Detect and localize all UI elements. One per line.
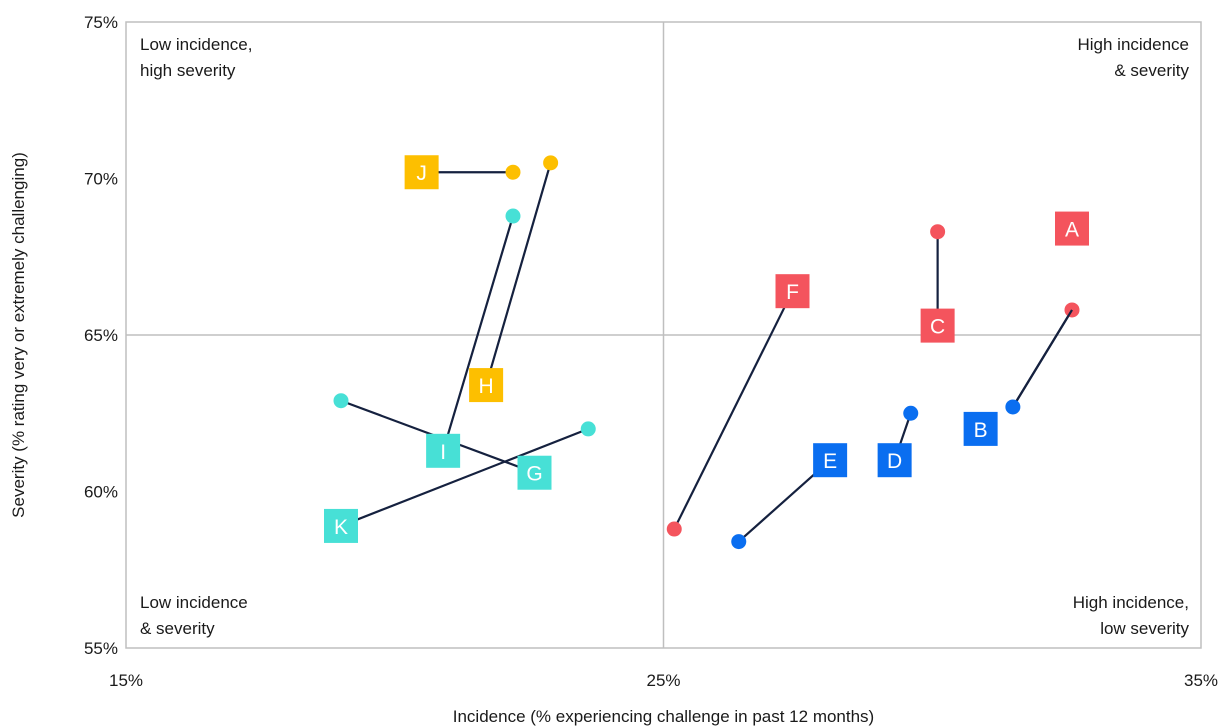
data-point-c [930, 224, 946, 240]
series-label-box-b [963, 411, 998, 446]
series-label-c: C [930, 316, 945, 339]
data-point-f [666, 521, 682, 537]
connector-line-b [1011, 309, 1073, 408]
series-label-g: G [526, 463, 542, 486]
series-label-h: H [479, 375, 494, 398]
data-point-i [505, 208, 521, 224]
axis-ticks: 55% 60% 65% 70% 75% 15% 25% 35% [84, 13, 1218, 690]
series-group: A B C D E F G H I J K [324, 155, 1089, 550]
x-tick-label: 15% [109, 671, 143, 690]
series-label-d: D [887, 450, 902, 473]
quadrant-label-top-right: & severity [1114, 61, 1189, 80]
series-label-e: E [823, 450, 837, 473]
series-label-box-c [920, 308, 955, 343]
quadrant-label-top-left: Low incidence, [140, 35, 252, 54]
quadrant-label-top-right: High incidence [1077, 35, 1189, 54]
quadrant-label-top-left: high severity [140, 61, 236, 80]
quadrant-label-bottom-right: High incidence, [1073, 593, 1189, 612]
connector-line-k [340, 427, 589, 527]
series-label-box-k [324, 508, 358, 543]
data-point-d [903, 405, 919, 421]
y-tick-label: 60% [84, 483, 118, 502]
series-label-box-a [1055, 211, 1089, 246]
x-tick-label: 25% [646, 671, 680, 690]
series-label-i: I [440, 441, 446, 464]
data-point-g [333, 393, 349, 409]
y-tick-label: 75% [84, 13, 118, 32]
series-label-box-f [775, 274, 810, 309]
series-label-a: A [1065, 219, 1079, 242]
data-point-b [1005, 399, 1021, 415]
series-label-box-d [877, 443, 912, 478]
series-label-box-e [813, 443, 848, 478]
quadrant-labels: Low incidence, high severity High incidenc… [140, 35, 1189, 638]
y-axis-title: Severity (% rating very or extremely cha… [9, 152, 28, 518]
connector-line-h [485, 162, 552, 386]
series-label-j: J [416, 162, 427, 185]
series-label-k: K [334, 516, 348, 539]
series-label-box-j [404, 155, 439, 190]
quadrant-label-bottom-left: Low incidence [140, 593, 248, 612]
x-axis-title: Incidence (% experiencing challenge in p… [453, 707, 874, 726]
quadrant-label-bottom-left: & severity [140, 619, 215, 638]
series-label-box-g [517, 455, 552, 490]
series-label-box-h [469, 368, 504, 403]
data-point-j [505, 164, 521, 180]
y-tick-label: 55% [84, 639, 118, 658]
y-tick-label: 70% [84, 170, 118, 189]
data-point-e [731, 534, 747, 550]
series-label-f: F [786, 281, 799, 304]
connector-line-i [442, 215, 515, 452]
data-point-h [543, 155, 559, 171]
connector-line-f [673, 290, 794, 530]
series-label-box-i [426, 433, 461, 468]
y-tick-label: 65% [84, 326, 118, 345]
quadrant-label-bottom-right: low severity [1100, 619, 1189, 638]
series-label-b: B [974, 419, 988, 442]
x-tick-label: 35% [1184, 671, 1218, 690]
data-point-k [580, 421, 596, 437]
